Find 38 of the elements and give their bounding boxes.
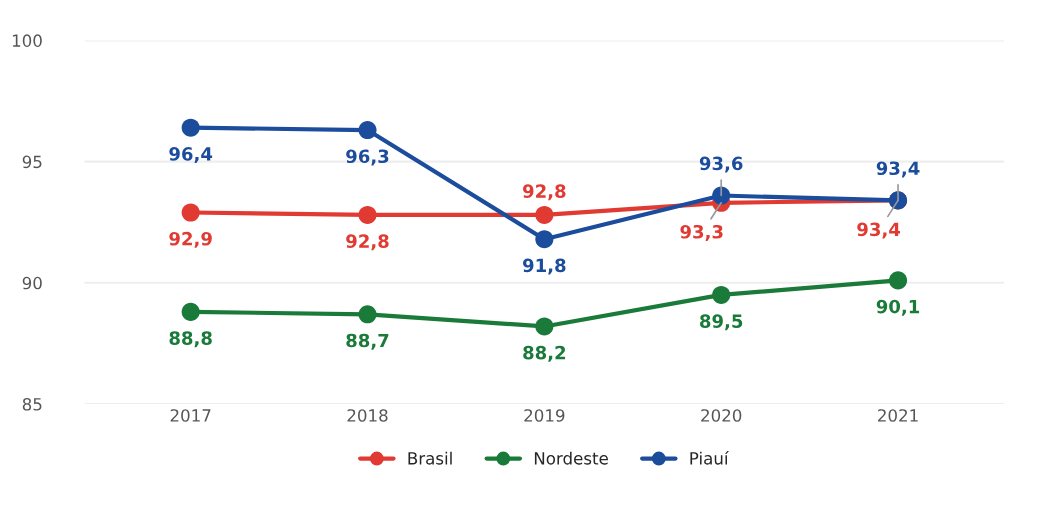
data-label: 93,3 [680,224,723,241]
point [712,285,731,304]
point [535,230,554,249]
x-tick-label: 2017 [170,409,211,422]
point [358,121,377,140]
y-tick-label: 85 [22,397,42,411]
point [358,205,377,224]
point [181,118,200,137]
point [889,271,908,290]
data-label: 92,9 [169,231,212,248]
data-label: 93,6 [699,156,743,173]
y-tick-label: 100 [12,34,42,47]
x-tick-label: 2019 [524,409,565,422]
data-label: 93,4 [857,222,901,239]
y-tick-label: 95 [22,155,42,169]
point [181,203,200,222]
point [358,305,377,324]
point [535,317,554,336]
x-tick-label: 2020 [701,409,742,422]
legend-label: Piauí [690,451,729,465]
data-label: 96,3 [346,149,389,166]
data-label: 92,8 [346,234,389,251]
data-label: 92,8 [523,184,566,201]
data-label: 88,8 [169,331,212,348]
point [181,302,200,321]
x-tick-label: 2018 [347,409,388,422]
data-label: 89,5 [700,314,743,331]
legend-label: Nordeste [534,451,608,465]
data-label: 93,4 [876,161,920,178]
data-label: 88,7 [346,333,389,350]
y-tick-label: 90 [22,276,42,290]
data-label: 88,2 [523,345,566,362]
point [535,205,554,224]
x-tick-label: 2021 [878,409,918,422]
legend-label: Brasil [408,451,452,465]
data-label: 96,4 [169,147,213,163]
data-label: 90,1 [876,299,920,316]
data-label: 91,8 [523,258,566,275]
